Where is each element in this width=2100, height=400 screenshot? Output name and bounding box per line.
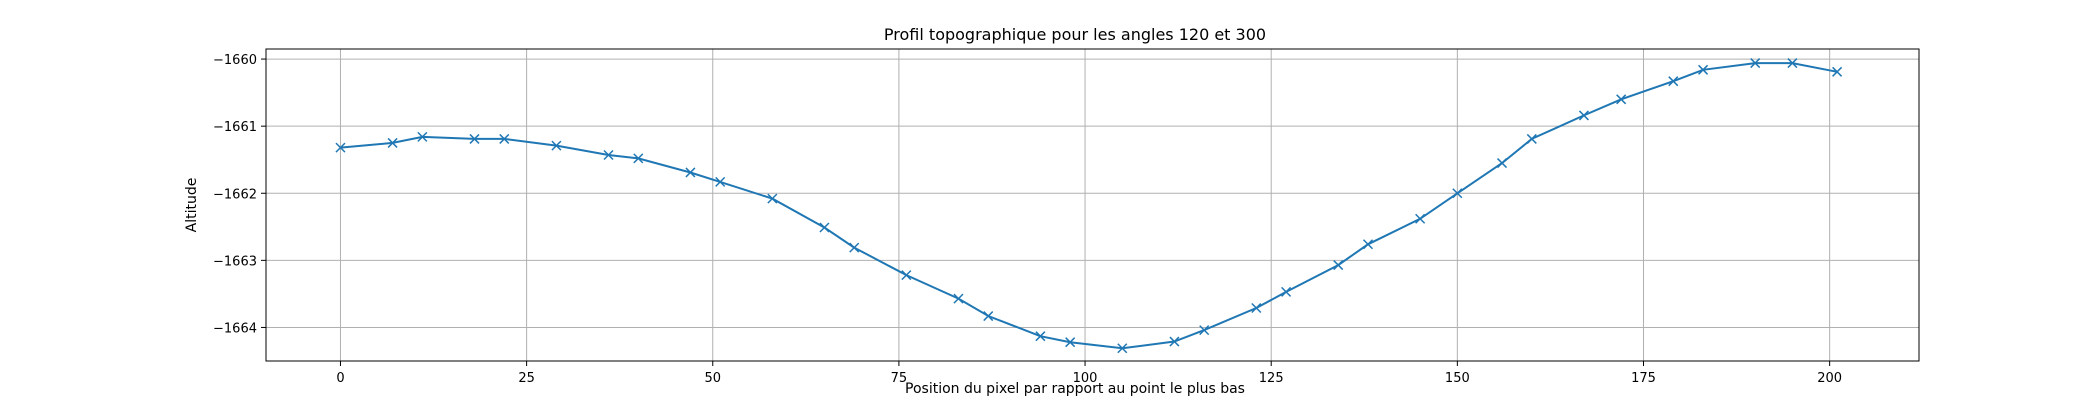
marker-stroke <box>1281 286 1292 297</box>
chart-title: Profil topographique pour les angles 120… <box>884 25 1266 44</box>
x-tick-label: 50 <box>704 371 721 386</box>
y-tick-label: −1661 <box>213 120 257 135</box>
marker-stroke <box>1251 302 1262 314</box>
data-point-marker <box>1117 343 1128 354</box>
marker-stroke <box>469 133 480 144</box>
marker-stroke <box>1750 58 1761 69</box>
data-point-marker <box>1750 58 1761 69</box>
data-point-marker <box>1251 302 1262 314</box>
marker-stroke <box>1698 64 1709 75</box>
data-point-marker <box>1578 110 1589 121</box>
marker-stroke <box>1526 133 1537 144</box>
data-point-marker <box>849 242 860 253</box>
marker-stroke <box>1117 343 1128 354</box>
data-point-marker <box>1832 66 1843 77</box>
marker-stroke <box>1415 213 1426 224</box>
marker-stroke <box>551 140 562 151</box>
data-point-marker <box>603 149 614 161</box>
marker-stroke <box>1578 110 1589 121</box>
data-point-marker <box>819 222 830 233</box>
marker-stroke <box>335 142 346 153</box>
marker-stroke <box>387 137 398 148</box>
data-point-marker <box>633 153 644 164</box>
y-axis-ticks: −1660 −1661 −1662 −1663 −1664 <box>213 53 266 336</box>
data-point-marker <box>1281 286 1292 297</box>
y-axis-label: Altitude <box>184 178 200 233</box>
data-point-marker <box>1452 188 1463 199</box>
marker-stroke <box>603 149 614 161</box>
x-tick-label: 0 <box>336 371 344 386</box>
data-point-marker <box>335 142 346 153</box>
marker-stroke <box>901 270 912 281</box>
data-point-marker <box>1668 76 1679 87</box>
x-tick-label: 25 <box>518 371 535 386</box>
marker-stroke <box>685 167 696 178</box>
marker-stroke <box>767 193 778 204</box>
series-line-group <box>340 62 1838 350</box>
marker-stroke <box>1496 158 1508 169</box>
marker-stroke <box>1035 331 1046 342</box>
marker-stroke <box>633 153 644 164</box>
x-tick-label: 200 <box>1817 371 1842 386</box>
marker-stroke <box>1787 58 1798 69</box>
x-tick-label: 175 <box>1631 371 1656 386</box>
y-tick-label: −1664 <box>213 321 257 336</box>
marker-stroke <box>1832 66 1843 77</box>
x-axis-ticks: 0 25 50 75 100 125 150 175 200 <box>336 361 1842 386</box>
marker-stroke <box>1362 239 1374 250</box>
marker-stroke <box>1452 188 1463 199</box>
data-point-marker <box>715 176 726 187</box>
marker-stroke <box>417 131 428 142</box>
marker-stroke <box>715 176 726 187</box>
plot-frame <box>265 48 1920 362</box>
grid <box>266 49 1919 361</box>
data-point-marker <box>417 131 428 142</box>
marker-stroke <box>1169 336 1180 347</box>
x-tick-label: 150 <box>1445 371 1470 386</box>
marker-stroke <box>1616 94 1627 105</box>
data-point-marker <box>685 167 696 178</box>
data-point-marker <box>1333 260 1344 271</box>
data-point-marker <box>1065 337 1076 348</box>
data-point-marker <box>551 140 562 151</box>
x-axis-label: Position du pixel par rapport au point l… <box>905 381 1245 397</box>
marker-stroke <box>849 242 860 253</box>
marker-stroke <box>1199 325 1210 336</box>
data-point-marker <box>1526 133 1537 144</box>
data-point-marker <box>1415 213 1426 224</box>
data-point-marker <box>387 137 398 148</box>
data-point-marker <box>1035 331 1046 342</box>
y-tick-label: −1663 <box>213 254 257 269</box>
data-point-marker <box>499 133 510 144</box>
data-point-marker <box>767 193 778 204</box>
data-point-marker <box>953 293 964 304</box>
x-tick-label: 100 <box>1073 371 1098 386</box>
data-point-marker <box>1496 158 1508 169</box>
series-line <box>340 62 1838 350</box>
data-point-marker <box>983 311 994 322</box>
y-tick-label: −1662 <box>213 187 257 202</box>
data-point-marker <box>1787 58 1798 69</box>
marker-stroke <box>1668 76 1679 87</box>
x-tick-label: 75 <box>891 371 908 386</box>
data-point-marker <box>469 133 480 144</box>
marker-stroke <box>819 222 830 233</box>
marker-stroke <box>953 293 964 304</box>
marker-stroke <box>1065 337 1076 348</box>
data-point-marker <box>1616 94 1627 105</box>
marker-group <box>335 58 1843 354</box>
marker-stroke <box>1333 260 1344 271</box>
data-point-marker <box>1169 336 1180 347</box>
y-tick-label: −1660 <box>213 53 257 68</box>
data-point-marker <box>1698 64 1709 75</box>
marker-stroke <box>499 133 510 144</box>
marker-stroke <box>983 311 994 322</box>
data-point-marker <box>901 270 912 281</box>
data-point-marker <box>1199 325 1210 336</box>
x-tick-label: 125 <box>1259 371 1284 386</box>
data-point-marker <box>1362 239 1374 250</box>
